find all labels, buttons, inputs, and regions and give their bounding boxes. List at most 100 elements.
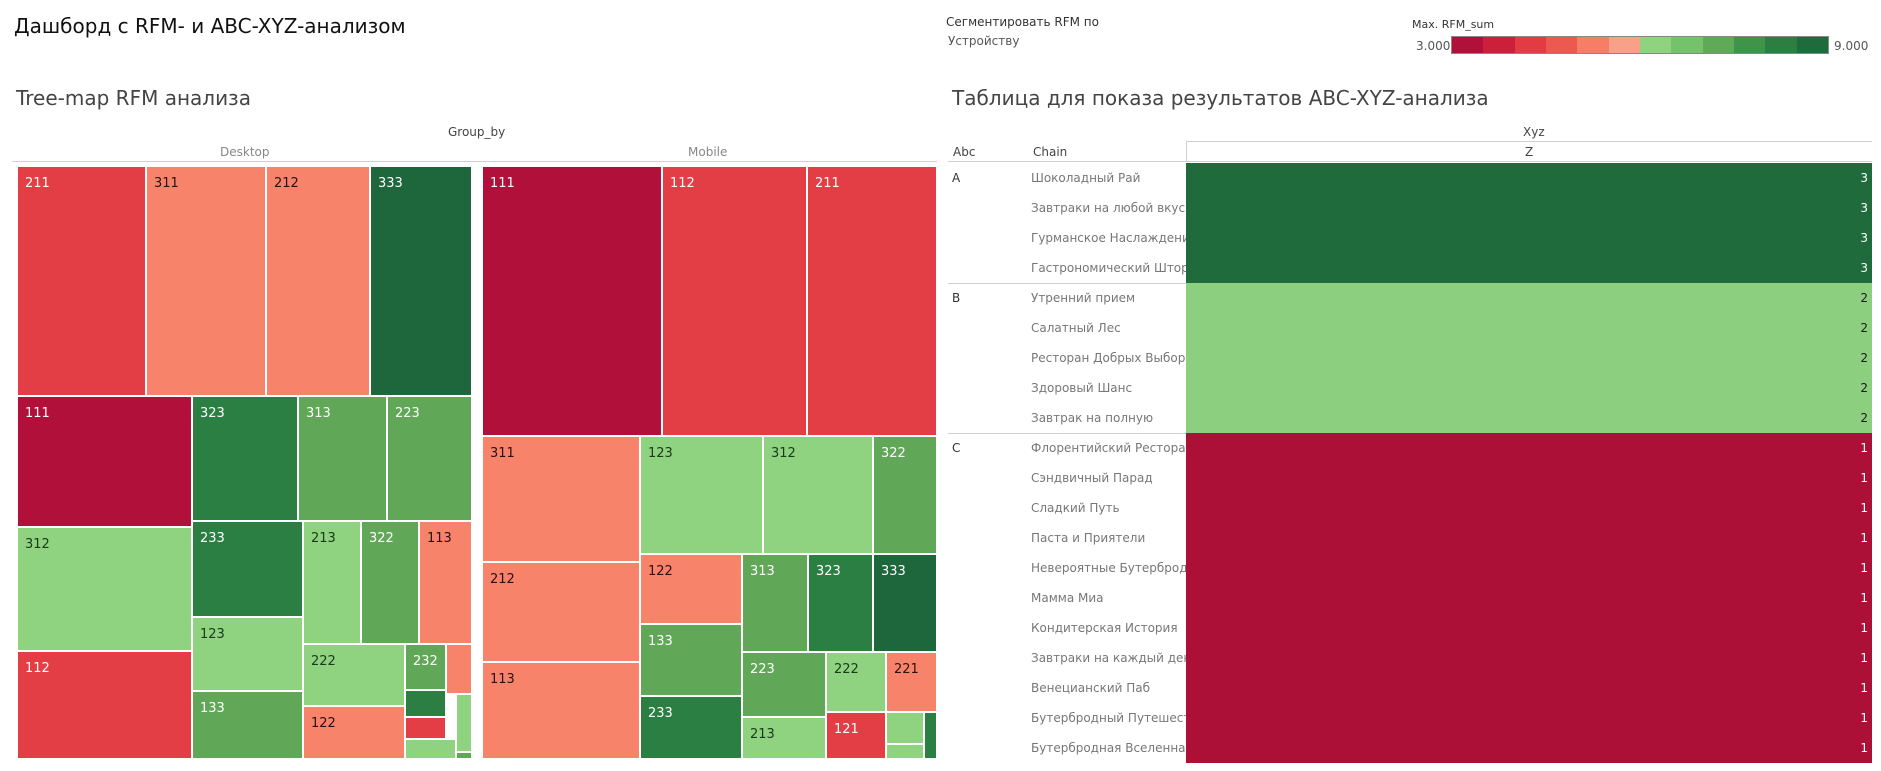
treemap-cell-label: 233 <box>648 706 673 721</box>
treemap-cell-desktop-311[interactable]: 311 <box>146 166 266 396</box>
treemap-cell-mobile-233[interactable]: 233 <box>640 696 742 759</box>
treemap-cell-label: 213 <box>750 727 775 742</box>
treemap-cell-desktop-112[interactable]: 112 <box>17 651 192 759</box>
treemap-cell-desktop-122[interactable]: 122 <box>303 706 405 759</box>
chain-name: Мамма Миа <box>1031 591 1104 605</box>
color-legend-max: 9.000 <box>1834 39 1869 53</box>
chain-name: Венецианский Паб <box>1031 681 1151 695</box>
treemap-cell-desktop-133[interactable]: 133 <box>192 691 303 759</box>
chain-column-header: Chain <box>1033 145 1068 159</box>
z-value: 2 <box>1860 381 1868 395</box>
treemap-cell-desktop-small[interactable] <box>456 752 472 759</box>
treemap-cell-mobile-213[interactable]: 213 <box>742 717 826 759</box>
treemap-cell-desktop-333[interactable]: 333 <box>370 166 472 396</box>
treemap-cell-mobile-311[interactable]: 311 <box>482 436 640 562</box>
legend-swatch <box>1702 37 1734 53</box>
legend-swatch <box>1639 37 1672 53</box>
treemap-cell-desktop-small[interactable] <box>405 717 446 739</box>
abc-group-label: B <box>952 291 961 305</box>
treemap-cell-mobile-313[interactable]: 313 <box>742 554 808 652</box>
z-value: 2 <box>1860 321 1868 335</box>
treemap-cell-label: 111 <box>25 406 50 421</box>
treemap-cell-mobile-small[interactable] <box>886 712 924 744</box>
treemap-cell-desktop-312[interactable]: 312 <box>17 527 192 651</box>
treemap-cell-mobile-323[interactable]: 323 <box>808 554 873 652</box>
dashboard-title: Дашборд с RFM- и ABC-XYZ-анализом <box>14 14 406 38</box>
treemap-cell-desktop-212[interactable]: 212 <box>266 166 370 396</box>
treemap-cell-desktop-233[interactable]: 233 <box>192 521 303 617</box>
treemap-cell-desktop-small[interactable] <box>446 644 472 694</box>
treemap-cell-mobile-122[interactable]: 122 <box>640 554 742 624</box>
treemap-cell-mobile-223[interactable]: 223 <box>742 652 826 717</box>
treemap-cell-mobile-221[interactable]: 221 <box>886 652 937 712</box>
treemap-cell-mobile-133[interactable]: 133 <box>640 624 742 696</box>
treemap-cell-mobile-111[interactable]: 111 <box>482 166 662 436</box>
color-legend-min: 3.000 <box>1416 39 1451 53</box>
chain-name: Завтраки на любой вкус <box>1031 201 1186 215</box>
chain-name: Кондитерская История <box>1031 621 1178 635</box>
treemap-cell-desktop-123[interactable]: 123 <box>192 617 303 691</box>
treemap-cell-label: 323 <box>200 406 225 421</box>
z-value: 1 <box>1860 681 1868 695</box>
treemap-cell-mobile-small[interactable] <box>886 744 924 759</box>
treemap-cell-mobile-121[interactable]: 121 <box>826 712 886 759</box>
treemap-cell-label: 123 <box>648 446 673 461</box>
z-column-header: Z <box>1525 145 1534 159</box>
treemap-cell-mobile-123[interactable]: 123 <box>640 436 763 554</box>
xyz-header: Xyz <box>1523 125 1545 139</box>
z-value: 3 <box>1860 231 1868 245</box>
treemap-cell-label: 313 <box>306 406 331 421</box>
legend-swatch <box>1765 37 1797 53</box>
treemap-cell-label: 323 <box>816 564 841 579</box>
treemap-cell-desktop-small[interactable] <box>405 690 446 717</box>
treemap-cell-desktop-313[interactable]: 313 <box>298 396 387 521</box>
treemap-cell-mobile-small[interactable] <box>924 712 937 759</box>
treemap-cell-label: 123 <box>200 627 225 642</box>
treemap-cell-desktop-small[interactable] <box>405 739 456 759</box>
treemap-cell-mobile-212[interactable]: 212 <box>482 562 640 662</box>
treemap-cell-desktop-222[interactable]: 222 <box>303 644 405 706</box>
chain-name: Шоколадный Рай <box>1031 171 1141 185</box>
segment-filter-dropdown[interactable]: Устройству <box>948 34 1020 48</box>
treemap-cell-desktop-323[interactable]: 323 <box>192 396 298 521</box>
treemap-cell-mobile-312[interactable]: 312 <box>763 436 873 554</box>
chain-name: Здоровый Шанс <box>1031 381 1133 395</box>
table-band-c[interactable] <box>1186 433 1872 763</box>
treemap-cell-desktop-211[interactable]: 211 <box>17 166 146 396</box>
treemap-cell-desktop-111[interactable]: 111 <box>17 396 192 527</box>
treemap-cell-mobile-211[interactable]: 211 <box>807 166 937 436</box>
treemap-cell-desktop-213[interactable]: 213 <box>303 521 361 644</box>
z-value: 1 <box>1860 501 1868 515</box>
treemap-cell-desktop-223[interactable]: 223 <box>387 396 472 521</box>
z-value: 1 <box>1860 741 1868 755</box>
treemap-cell-mobile-112[interactable]: 112 <box>662 166 807 436</box>
treemap-cell-label: 312 <box>771 446 796 461</box>
treemap-cell-mobile-333[interactable]: 333 <box>873 554 937 652</box>
treemap-cell-mobile-113[interactable]: 113 <box>482 662 640 759</box>
treemap-cell-desktop-232[interactable]: 232 <box>405 644 446 690</box>
chain-name: Бутербродный Путешест.. <box>1031 711 1186 725</box>
chain-name: Завтраки на каждый день <box>1031 651 1186 665</box>
chain-name: Салатный Лес <box>1031 321 1121 335</box>
treemap-cell-label: 232 <box>413 654 438 669</box>
treemap-cell-label: 133 <box>648 634 673 649</box>
segment-filter-label: Сегментировать RFM по <box>946 15 1099 29</box>
table-band-b[interactable] <box>1186 283 1872 433</box>
treemap-cell-desktop-small[interactable] <box>456 694 472 752</box>
treemap-cell-desktop-113[interactable]: 113 <box>419 521 472 644</box>
legend-swatch <box>1514 37 1546 53</box>
table-band-a[interactable] <box>1186 163 1872 283</box>
z-value: 1 <box>1860 591 1868 605</box>
chain-name: Невероятные Бутерброды <box>1031 561 1186 575</box>
treemap-cell-label: 222 <box>311 654 336 669</box>
treemap-cell-label: 133 <box>200 701 225 716</box>
treemap-cell-mobile-322[interactable]: 322 <box>873 436 937 554</box>
treemap-cell-label: 112 <box>670 176 695 191</box>
treemap-cell-label: 233 <box>200 531 225 546</box>
treemap-cell-label: 333 <box>378 176 403 191</box>
treemap-cell-desktop-322[interactable]: 322 <box>361 521 419 644</box>
treemap-cell-mobile-222[interactable]: 222 <box>826 652 886 712</box>
chain-name: Паста и Приятели <box>1031 531 1146 545</box>
legend-swatch <box>1671 37 1703 53</box>
chain-name: Гурманское Наслаждение <box>1031 231 1186 245</box>
